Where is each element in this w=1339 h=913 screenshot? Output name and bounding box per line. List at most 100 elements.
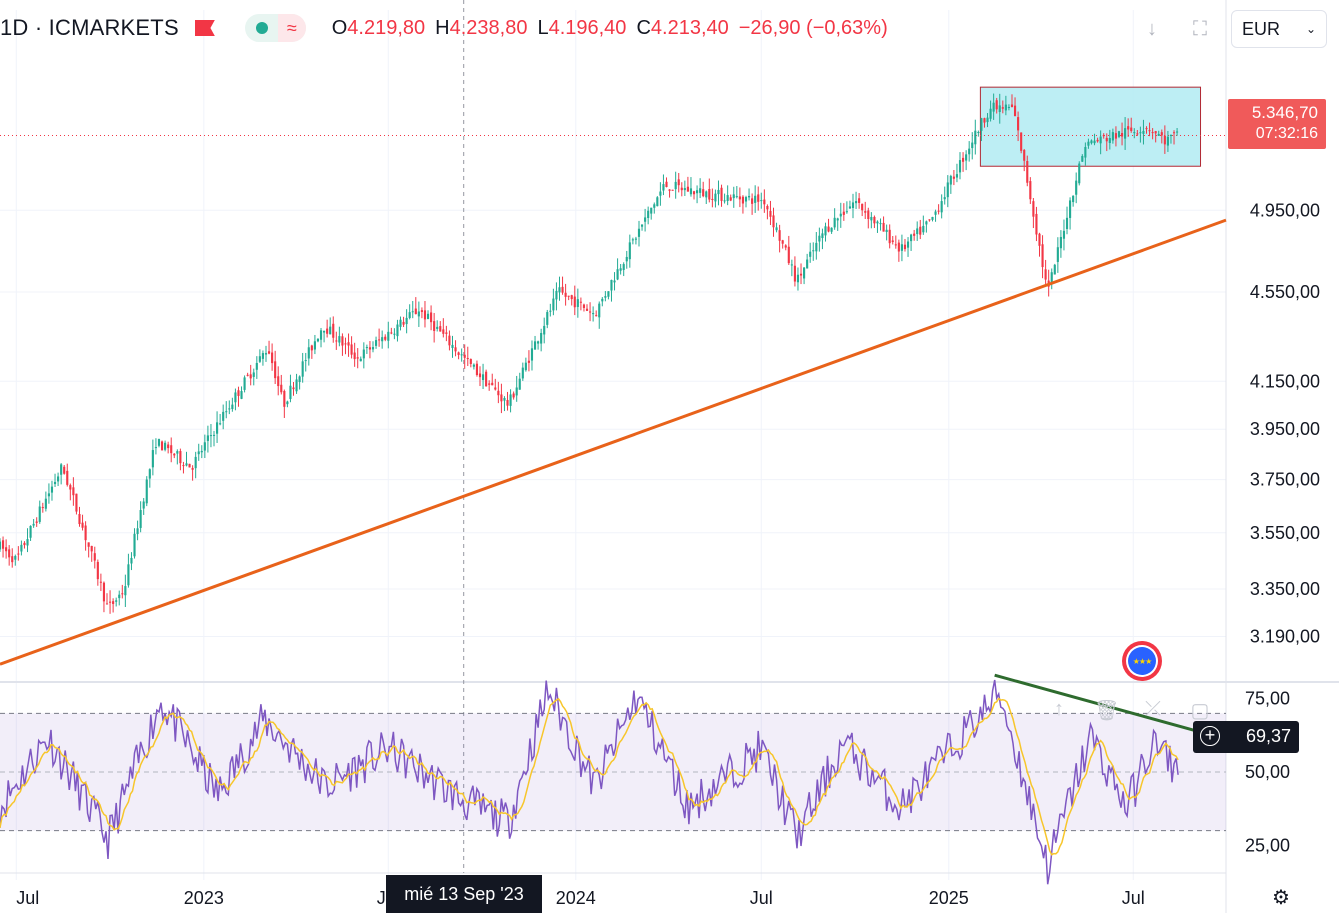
candle (928, 219, 931, 221)
candle (741, 196, 745, 204)
candle (115, 600, 118, 602)
ohlc-legend: O4.219,80 H4.238,80 L4.196,40 C4.213,40 … (332, 17, 888, 40)
candle (148, 469, 151, 479)
candle (503, 398, 506, 401)
candle (1032, 201, 1035, 217)
rsi-line[interactable] (0, 679, 1179, 885)
candle (946, 182, 949, 198)
candle (1096, 139, 1099, 142)
candle (659, 191, 662, 196)
fullscreen-icon[interactable]: ⛶ (1193, 17, 1207, 40)
candle (637, 228, 641, 237)
price-axis-label: 4.550,00 (1250, 282, 1320, 302)
flag-icon[interactable] (194, 20, 215, 36)
candle (139, 510, 142, 528)
candle (561, 286, 564, 293)
download-icon[interactable]: ↓ (1147, 17, 1157, 40)
candle (650, 207, 653, 214)
candle (1139, 132, 1142, 134)
ohlc-high: H4.238,80 (435, 16, 528, 39)
delayed-data-icon: ≈ (277, 14, 306, 42)
candle (815, 242, 818, 252)
candle (167, 444, 170, 449)
divergence-line[interactable] (994, 673, 1197, 733)
candle (23, 542, 26, 546)
candle (897, 242, 900, 252)
candle (702, 189, 705, 197)
price-axis-label: 4.950,00 (1250, 200, 1320, 220)
candle (937, 210, 940, 212)
candle (72, 487, 75, 496)
move-up-icon[interactable]: ↑ (1054, 698, 1064, 720)
candle (735, 196, 738, 198)
candle (644, 217, 647, 222)
candle (1105, 137, 1108, 142)
candle (570, 295, 573, 300)
candle (286, 401, 289, 405)
candle (1127, 126, 1130, 130)
candle (961, 157, 965, 162)
price-axis-label: 3.190,00 (1250, 626, 1320, 646)
candle (955, 174, 959, 178)
candle (240, 391, 243, 399)
candle (8, 549, 11, 558)
candle (66, 470, 69, 485)
candle (579, 301, 582, 303)
candle (760, 200, 763, 202)
candle (530, 348, 534, 361)
candle (692, 191, 696, 195)
candle (906, 241, 910, 248)
candle (47, 493, 50, 497)
maximize-icon[interactable]: ▢ (1190, 700, 1210, 722)
candle (595, 315, 598, 317)
candle (540, 332, 543, 344)
candle (527, 360, 530, 363)
candle (803, 267, 806, 279)
eu-flag-icon[interactable]: ★★★ (1122, 641, 1162, 681)
candle (592, 313, 595, 315)
candle (671, 189, 674, 191)
rsi-ma-line[interactable] (0, 697, 1179, 856)
add-icon[interactable]: + (1200, 726, 1220, 746)
symbol-title[interactable]: 1D · ICMARKETS (0, 15, 179, 40)
candle (842, 211, 845, 215)
candle (818, 235, 821, 242)
currency-select[interactable]: EUR ⌄ (1231, 10, 1327, 48)
candle (426, 313, 430, 319)
rsi-axis-label: 75,00 (1245, 689, 1290, 709)
settings-icon[interactable]: ⚙ (1272, 887, 1290, 909)
candle (378, 339, 381, 341)
candle (1169, 135, 1173, 137)
candle (130, 557, 133, 564)
candle (634, 238, 638, 240)
candle (723, 200, 726, 202)
candle (295, 379, 298, 392)
candle (81, 522, 84, 528)
candle (347, 342, 350, 346)
ohlc-change: −26,90 (−0,63%) (738, 16, 888, 39)
candle (105, 603, 109, 605)
candle (408, 312, 411, 318)
candle (696, 190, 699, 194)
candle (298, 376, 301, 383)
collapse-icon[interactable]: ⤫ (1145, 698, 1161, 720)
candle (683, 188, 686, 191)
candle (922, 225, 925, 233)
candle (763, 199, 766, 205)
candle (1090, 140, 1093, 144)
candle (518, 378, 521, 390)
candle (772, 215, 775, 228)
candle (1157, 133, 1160, 136)
candle (368, 347, 372, 350)
range-box[interactable] (979, 86, 1202, 167)
candle (145, 479, 148, 504)
delete-icon[interactable]: 🗑 (1094, 700, 1120, 722)
trendline[interactable] (0, 218, 1227, 666)
candle (848, 206, 852, 209)
market-status-pill[interactable]: ≈ (244, 14, 306, 42)
candle (200, 450, 203, 453)
candle (142, 501, 145, 509)
candle (277, 376, 280, 387)
candle (662, 184, 665, 191)
